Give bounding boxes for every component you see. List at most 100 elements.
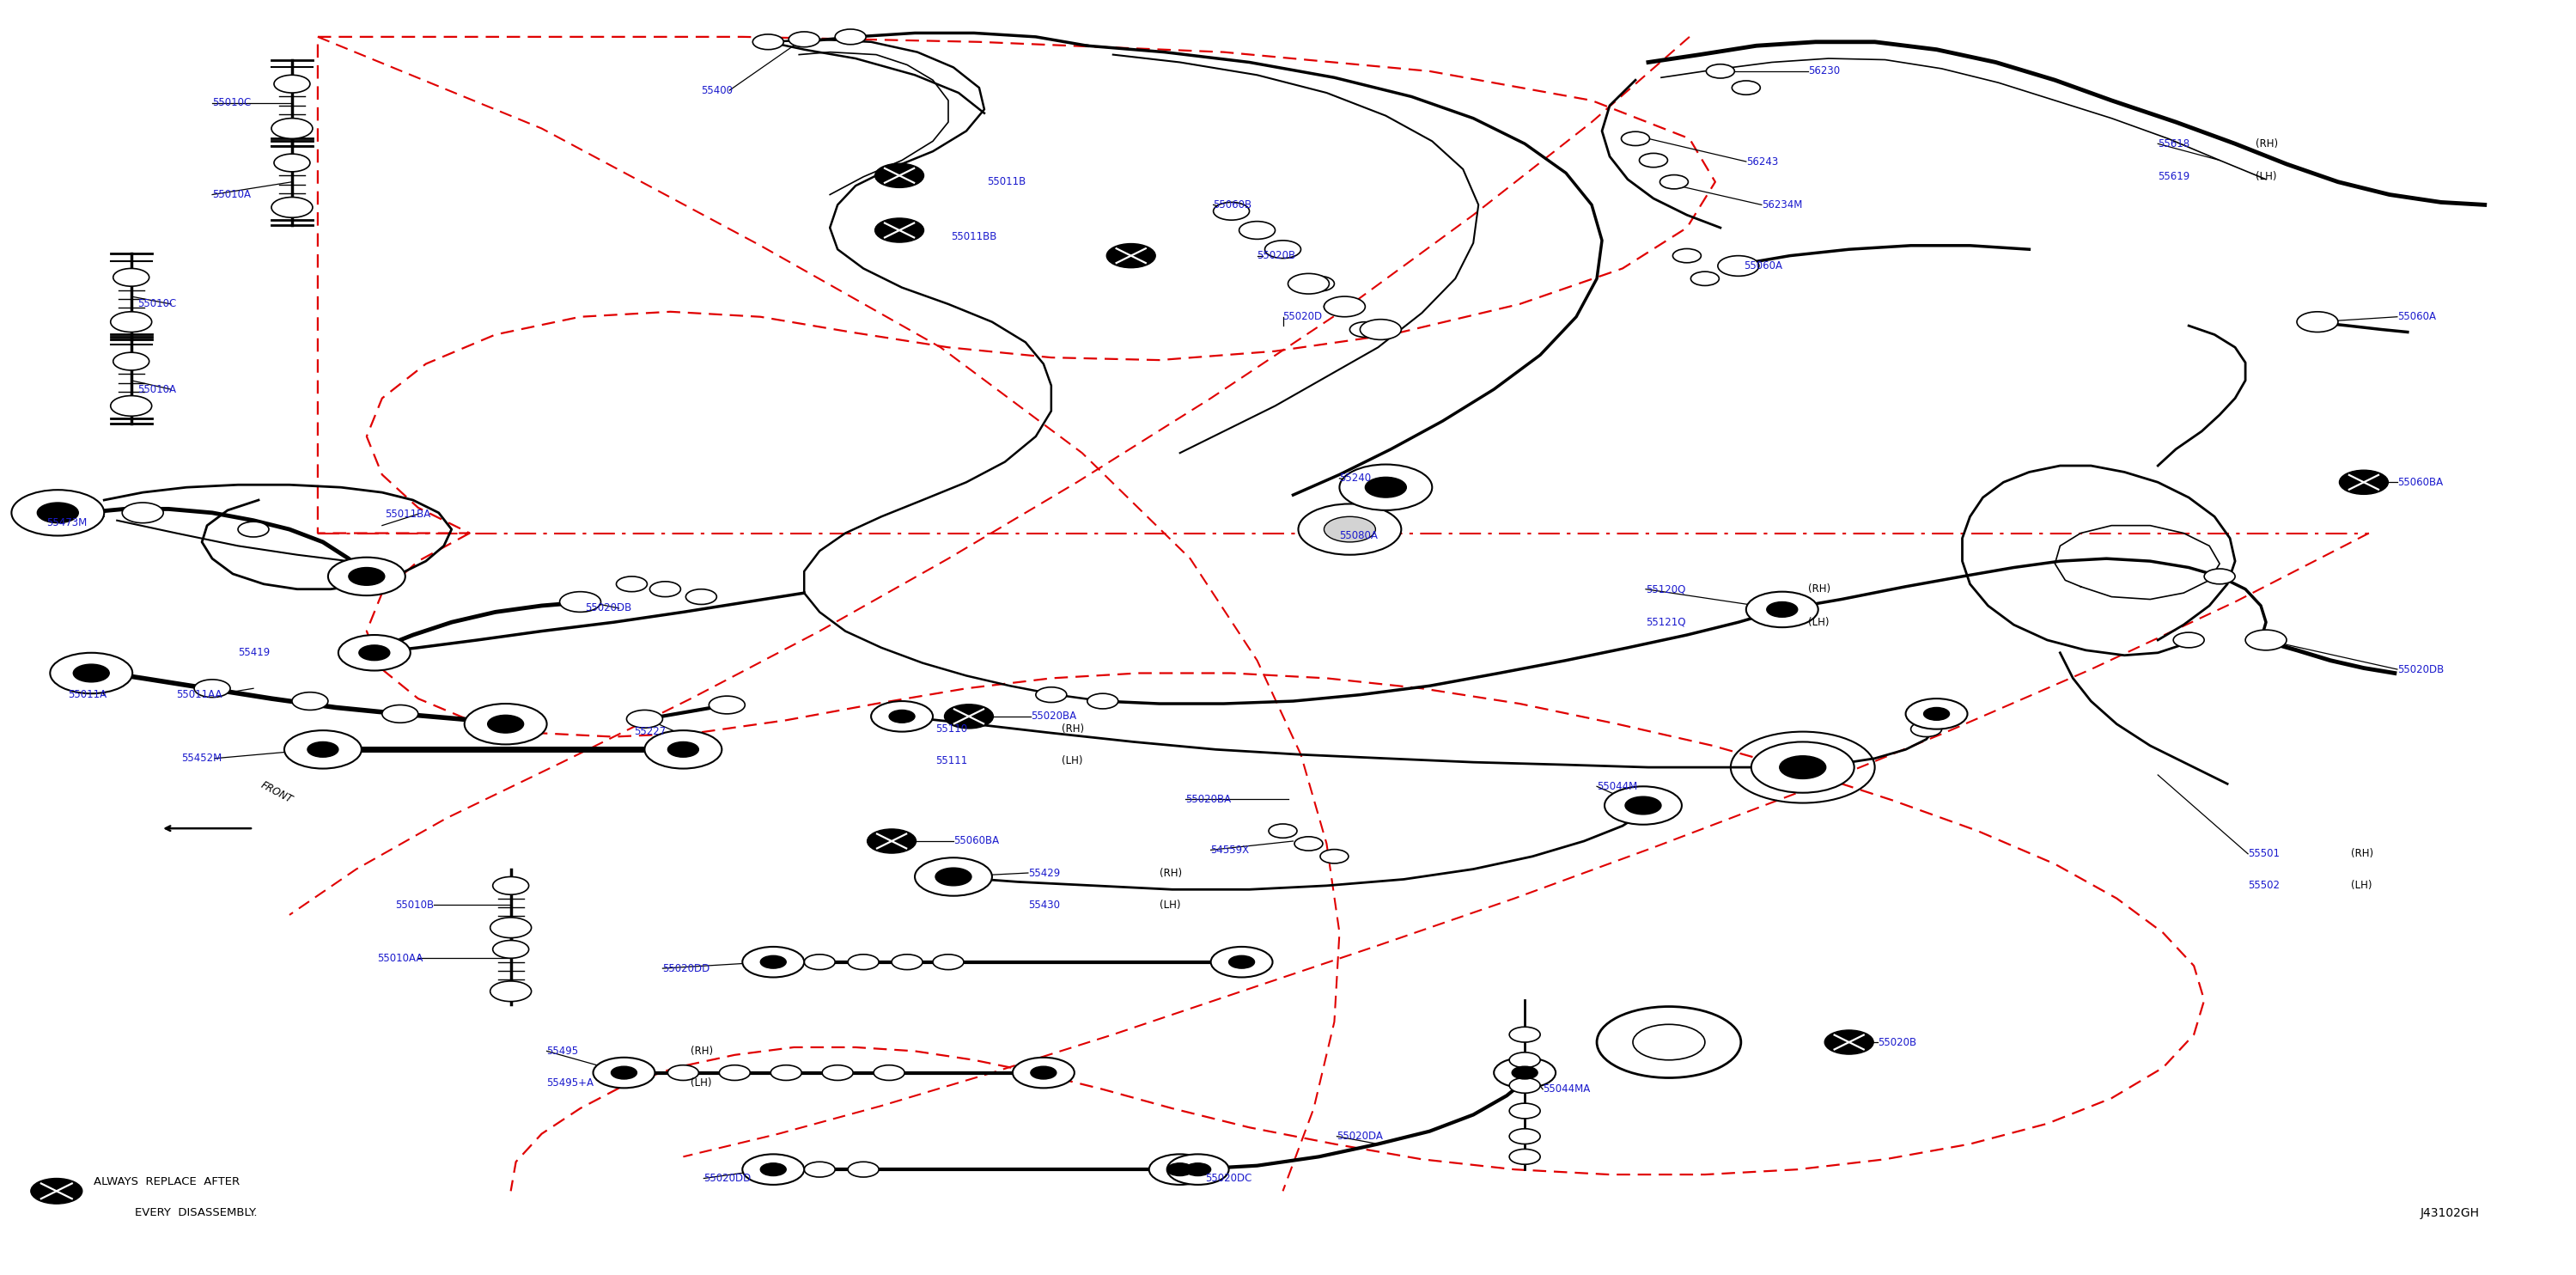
Circle shape: [914, 858, 992, 896]
Circle shape: [358, 645, 389, 660]
Circle shape: [1510, 1052, 1540, 1067]
Circle shape: [2298, 311, 2339, 332]
Circle shape: [876, 163, 925, 187]
Text: 55011BA: 55011BA: [384, 509, 430, 520]
Circle shape: [1512, 1066, 1538, 1079]
Circle shape: [935, 868, 971, 886]
Text: (RH): (RH): [1159, 867, 1182, 878]
Circle shape: [2339, 470, 2388, 495]
Text: (RH): (RH): [1061, 723, 1084, 734]
Circle shape: [804, 955, 835, 970]
Circle shape: [113, 269, 149, 287]
Circle shape: [1605, 787, 1682, 825]
Circle shape: [1324, 516, 1376, 542]
Text: 55060A: 55060A: [1744, 260, 1783, 272]
Text: 55501: 55501: [2249, 848, 2280, 859]
Text: (LH): (LH): [2257, 171, 2277, 182]
Circle shape: [487, 715, 523, 733]
Circle shape: [2205, 569, 2236, 584]
Text: 55020DA: 55020DA: [1337, 1131, 1383, 1142]
Circle shape: [1780, 756, 1826, 779]
Circle shape: [283, 731, 361, 769]
Text: 55010C: 55010C: [137, 298, 178, 310]
Circle shape: [327, 557, 404, 595]
Text: 55044M: 55044M: [1597, 780, 1638, 792]
Text: 55400: 55400: [701, 84, 734, 96]
Circle shape: [1620, 131, 1649, 145]
Circle shape: [49, 653, 131, 694]
Text: (LH): (LH): [690, 1077, 711, 1089]
Circle shape: [1510, 1149, 1540, 1164]
Circle shape: [1752, 742, 1855, 793]
Circle shape: [835, 29, 866, 45]
Circle shape: [616, 576, 647, 592]
Circle shape: [760, 1163, 786, 1176]
Text: 55020B: 55020B: [1878, 1037, 1917, 1048]
Circle shape: [1747, 592, 1819, 627]
Circle shape: [1718, 256, 1759, 277]
Text: 55020DD: 55020DD: [662, 963, 711, 974]
Circle shape: [31, 1178, 82, 1204]
Circle shape: [1265, 241, 1301, 259]
Circle shape: [1167, 1154, 1229, 1184]
Circle shape: [72, 664, 108, 682]
Text: 55120Q: 55120Q: [1646, 584, 1685, 594]
Text: 55010A: 55010A: [137, 384, 175, 395]
Text: 56230: 56230: [1808, 65, 1839, 76]
Circle shape: [770, 1065, 801, 1080]
Text: 55227: 55227: [634, 725, 667, 737]
Circle shape: [1494, 1057, 1556, 1088]
Text: (LH): (LH): [1808, 617, 1829, 627]
Circle shape: [1922, 706, 1953, 722]
Text: 55495: 55495: [546, 1045, 580, 1057]
Circle shape: [1036, 687, 1066, 703]
Circle shape: [644, 731, 721, 769]
Circle shape: [36, 502, 77, 523]
Circle shape: [1229, 956, 1255, 969]
Circle shape: [873, 1065, 904, 1080]
Text: (LH): (LH): [1061, 755, 1082, 766]
Circle shape: [1633, 1024, 1705, 1060]
Circle shape: [667, 1065, 698, 1080]
Circle shape: [2174, 632, 2205, 648]
Circle shape: [848, 1162, 878, 1177]
Circle shape: [1288, 274, 1329, 295]
Circle shape: [1324, 297, 1365, 316]
Circle shape: [1012, 1057, 1074, 1088]
Text: 55020BA: 55020BA: [1030, 711, 1077, 722]
Circle shape: [307, 742, 337, 757]
Circle shape: [270, 119, 312, 139]
Circle shape: [760, 956, 786, 969]
Circle shape: [1705, 64, 1734, 78]
Circle shape: [111, 311, 152, 332]
Circle shape: [848, 955, 878, 970]
Text: 55011BB: 55011BB: [951, 231, 997, 242]
Circle shape: [464, 704, 546, 745]
Circle shape: [719, 1065, 750, 1080]
Circle shape: [1030, 1066, 1056, 1079]
Circle shape: [1510, 1026, 1540, 1042]
Circle shape: [1625, 797, 1662, 815]
Text: 55020DD: 55020DD: [703, 1173, 752, 1184]
Circle shape: [762, 1162, 793, 1177]
Circle shape: [611, 1066, 636, 1079]
Text: 55020BA: 55020BA: [1185, 793, 1231, 805]
Circle shape: [337, 635, 410, 671]
Circle shape: [933, 955, 963, 970]
Circle shape: [291, 692, 327, 710]
Circle shape: [667, 742, 698, 757]
Circle shape: [1319, 849, 1347, 863]
Text: (RH): (RH): [2257, 138, 2277, 149]
Text: 55430: 55430: [1028, 899, 1059, 910]
Text: J43102GH: J43102GH: [2421, 1206, 2481, 1219]
Circle shape: [1239, 222, 1275, 240]
Text: FRONT: FRONT: [258, 779, 294, 806]
Circle shape: [489, 918, 531, 938]
Circle shape: [1213, 203, 1249, 221]
Text: 55619: 55619: [2159, 171, 2190, 182]
Circle shape: [492, 877, 528, 895]
Text: 55473M: 55473M: [46, 518, 88, 529]
Circle shape: [626, 710, 662, 728]
Text: 55044MA: 55044MA: [1543, 1084, 1589, 1095]
Circle shape: [1672, 249, 1700, 263]
